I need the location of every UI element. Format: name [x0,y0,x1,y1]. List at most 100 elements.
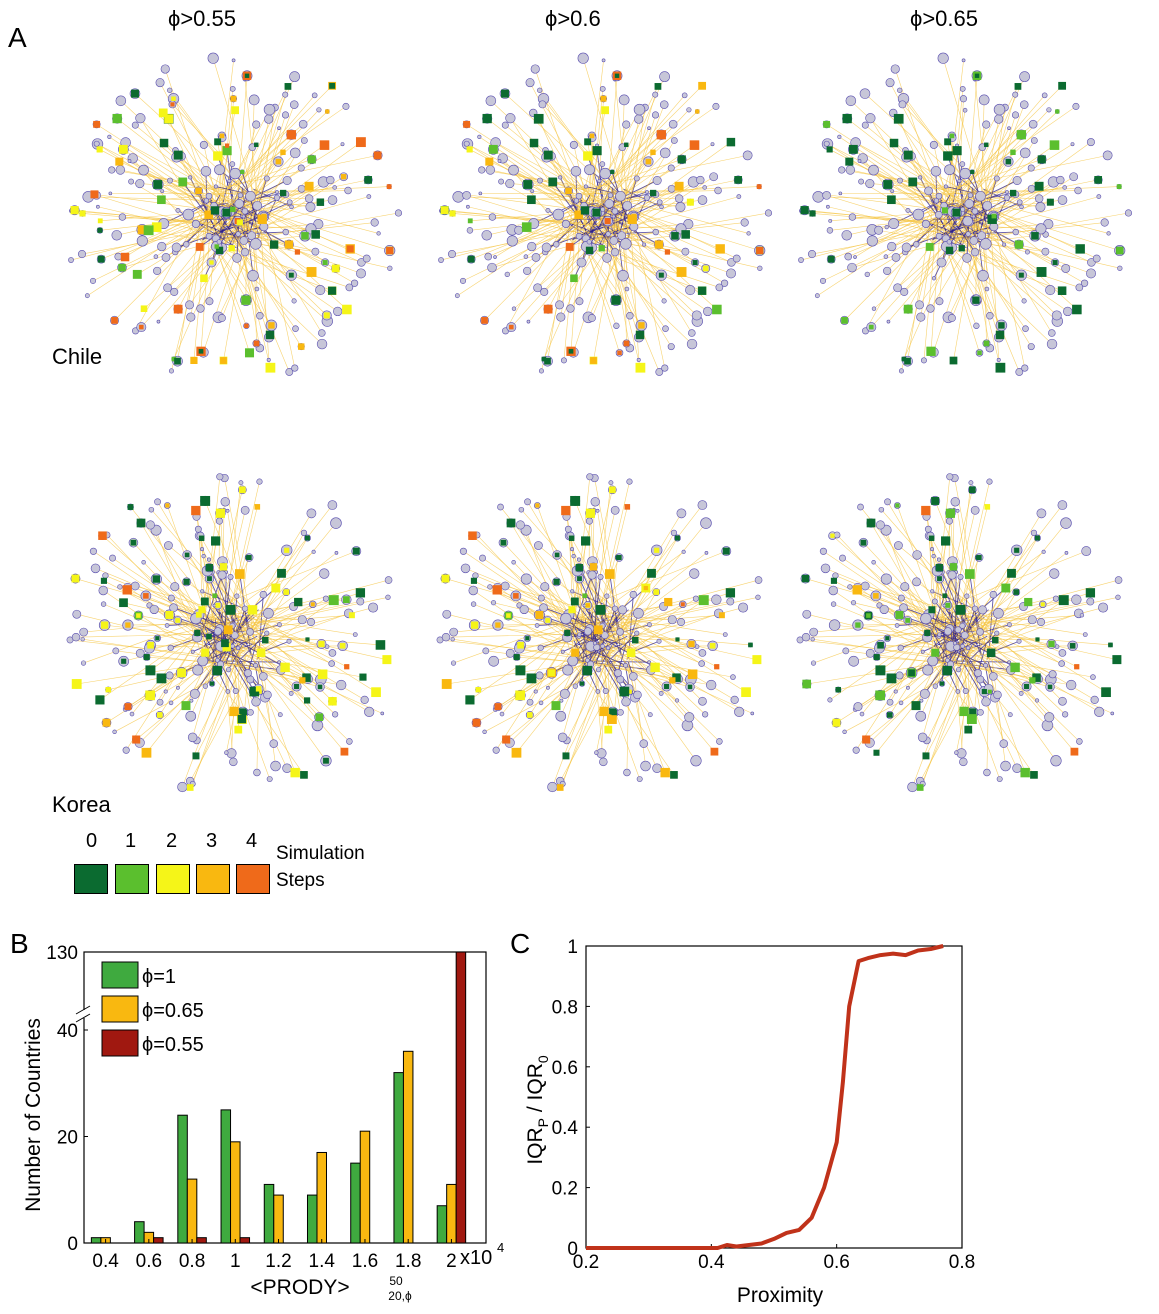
network-node [726,597,735,606]
network-product-square [294,249,301,255]
network-link [578,550,657,622]
network-node [462,191,471,200]
row-label-chile: Chile [52,344,103,369]
b-y-axis-label: Number of Countries [22,1018,45,1212]
network-node [570,547,575,552]
network-node [575,232,583,240]
network-node [764,209,773,217]
network-link [622,633,735,701]
network-node [385,594,391,600]
network-product-square [1014,240,1024,249]
network-node [225,508,230,513]
network-product-square [269,240,279,249]
network-node [885,78,895,88]
network-link [621,94,656,210]
network-node [266,776,273,783]
network-product-square [143,225,154,236]
network-node [328,660,335,667]
network-product-square [944,138,952,146]
network-link [949,222,1105,240]
network-node [576,257,587,268]
network-node [1046,338,1058,350]
network-product-square [635,362,646,373]
network-node [716,738,723,745]
c-series-line [586,944,944,1250]
network-product-square [219,563,228,571]
network-product-square [887,712,893,718]
network-link [885,226,932,257]
network-link [229,229,290,373]
network-node [298,119,308,129]
network-product-square [1030,771,1038,779]
network-node [810,637,815,642]
network-node [241,207,249,215]
network-node [212,603,217,608]
network-product-square [130,539,137,546]
network-node [227,573,234,580]
network-node [547,781,558,793]
network-product-square [255,686,262,692]
network-node [647,622,652,628]
network-product-square [212,665,222,676]
network-product-square [903,150,913,160]
network-product-square [300,771,308,779]
network-node [897,644,904,651]
network-node [968,480,974,486]
network-product-square [827,255,835,263]
network-node [1090,674,1096,680]
network-link [543,237,598,360]
network-product-square [286,130,296,140]
network-product-square [344,664,350,670]
network-product-square [304,181,314,191]
c-y-tick-label: 0.8 [552,997,578,1018]
network-node [500,581,510,591]
network-node [183,241,190,248]
network-node [943,184,948,189]
network-link [135,124,248,218]
network-product-square [279,189,287,197]
network-product-square [214,138,222,146]
network-node [232,687,239,695]
network-product-square [325,109,330,114]
network-node [572,683,579,689]
network-node [441,632,451,642]
b-x-axis-label-sub: 20,ϕ [388,1289,412,1303]
network-link [934,601,951,622]
network-node [594,750,599,755]
network-node [169,603,178,613]
network-node [237,192,244,198]
network-node [1114,576,1123,584]
network-node [942,603,947,608]
network-node [527,241,537,252]
network-link [596,98,604,220]
network-node [153,266,162,275]
network-node [203,198,210,204]
network-node [1030,529,1038,537]
network-node [254,286,260,292]
network-node [559,688,570,699]
network-product-square [615,555,620,560]
network-node [732,254,741,263]
network-node [720,279,729,287]
network-product-square [1014,547,1020,553]
network-link [912,666,958,788]
network-node [557,732,568,743]
network-node [1072,102,1080,110]
network-product-square [568,535,575,541]
network-product-square [467,218,473,224]
network-product-square [931,496,940,505]
network-product-square [984,142,989,148]
network-link [806,613,956,652]
network-node [1086,138,1095,147]
network-node [205,297,214,306]
network-product-square [339,643,346,649]
network-node [860,581,870,591]
network-link [982,633,1095,701]
network-link [212,204,327,316]
b-bar [393,1072,404,1244]
column-title-055: ϕ>0.55 [168,6,236,31]
network-node [89,547,97,555]
network-node [677,618,686,627]
network-link [208,550,287,622]
network-node [853,255,857,259]
